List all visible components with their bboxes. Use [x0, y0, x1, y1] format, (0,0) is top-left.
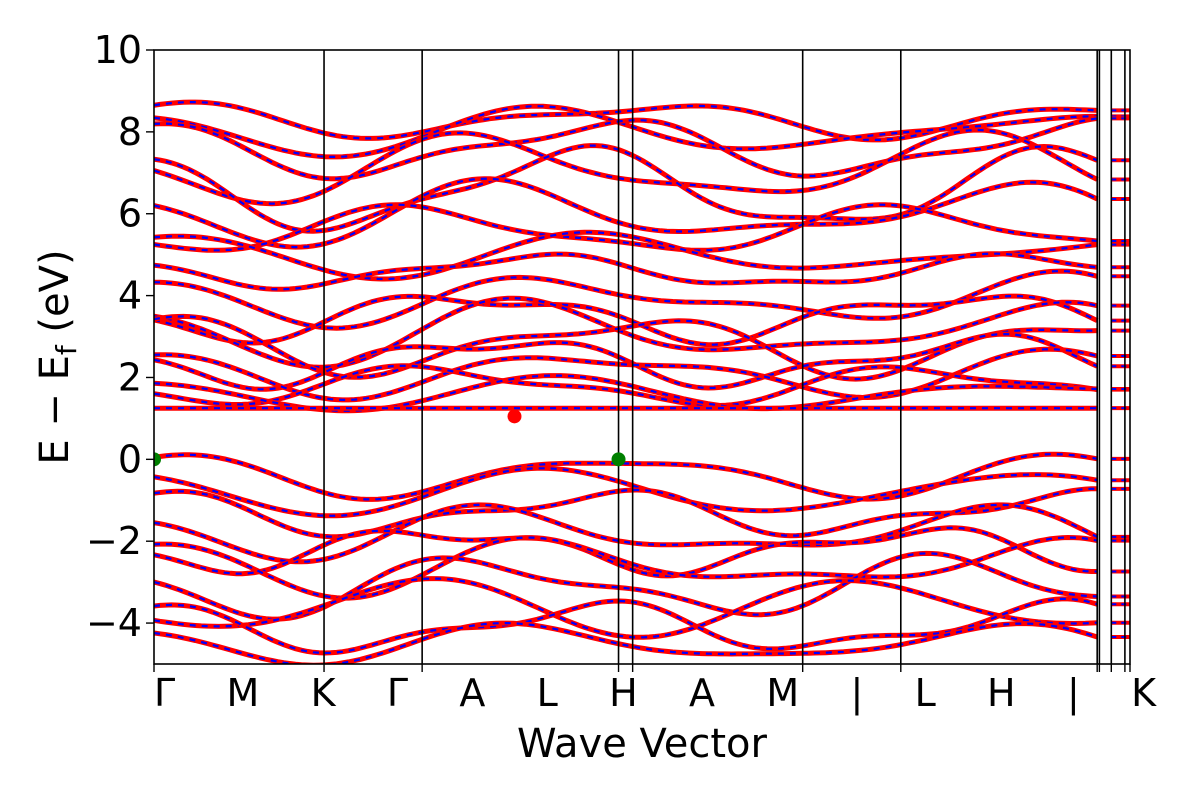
- spin-down-band-5: [154, 177, 1098, 249]
- spin-down-band-2: [154, 117, 1098, 180]
- x-axis-ticks: ΓMKΓALHAM|LH|K: [153, 664, 1157, 716]
- y-axis-ticks: 10 8 6 4 2 0 −2 −4: [86, 28, 154, 645]
- y-tick-label-2: 6: [118, 192, 142, 236]
- spin-down-band-8: [154, 252, 1098, 291]
- spin-down-band-26: [154, 622, 1098, 664]
- spin-up-band-13: [154, 331, 1099, 392]
- spin-down-band-3: [154, 128, 1098, 205]
- y-tick-label-4: 2: [118, 355, 142, 399]
- y-tick-label-6: −2: [86, 519, 142, 563]
- y-axis-label-main: E − E: [32, 355, 78, 465]
- x-axis-label: Wave Vector: [517, 721, 768, 767]
- spin-down-band-15: [154, 364, 1098, 407]
- extrema-markers: [154, 409, 626, 467]
- spin-up-band-12: [154, 313, 1098, 382]
- plot-frame: [153, 49, 1131, 665]
- spin-down-band-18: [154, 467, 1098, 517]
- y-axis-label-sub: f: [50, 344, 83, 355]
- y-axis-label: E − Ef (eV): [32, 249, 83, 464]
- vbm-marker-0: [154, 452, 161, 467]
- spin-down-band-19: [154, 487, 1098, 538]
- spin-down-band-9: [154, 269, 1098, 330]
- spin-up-band-3: [154, 127, 1099, 207]
- spin-down-band-10: [154, 295, 1098, 346]
- y-axis-label-unit: (eV): [32, 249, 78, 345]
- spin-down-band-7: [154, 231, 1098, 281]
- spin-down-band-12: [154, 315, 1098, 381]
- spin-down-band-22: [154, 536, 1098, 600]
- high-symmetry-lines: [323, 50, 1126, 664]
- spin-down-band-11: [154, 297, 1098, 369]
- cbm-marker: [507, 409, 522, 424]
- spin-down-band-4: [154, 144, 1098, 233]
- y-tick-label-5: 0: [118, 437, 142, 481]
- y-tick-label-0: 10: [94, 28, 142, 72]
- spin-down-band-20: [154, 503, 1098, 563]
- vbm-marker-1: [611, 452, 626, 467]
- spin-down-band-17: [154, 453, 1098, 501]
- spin-down-band-14: [154, 348, 1098, 401]
- y-tick-label-1: 8: [118, 110, 142, 154]
- band-lines: [154, 99, 1130, 664]
- spin-down-band-6: [154, 203, 1098, 252]
- spin-up-band-25: [154, 596, 1098, 656]
- spin-down-band-1: [154, 105, 1098, 158]
- x-tick-labels: ΓMKΓALHAM|LH|K: [154, 671, 1157, 716]
- spin-down-band-23: [154, 552, 1098, 621]
- spin-down-band-24: [154, 577, 1098, 639]
- y-tick-label-7: −4: [86, 601, 142, 645]
- spin-down-band-21: [154, 526, 1098, 578]
- spin-down-band-0: [154, 101, 1098, 141]
- y-tick-label-3: 4: [118, 274, 142, 318]
